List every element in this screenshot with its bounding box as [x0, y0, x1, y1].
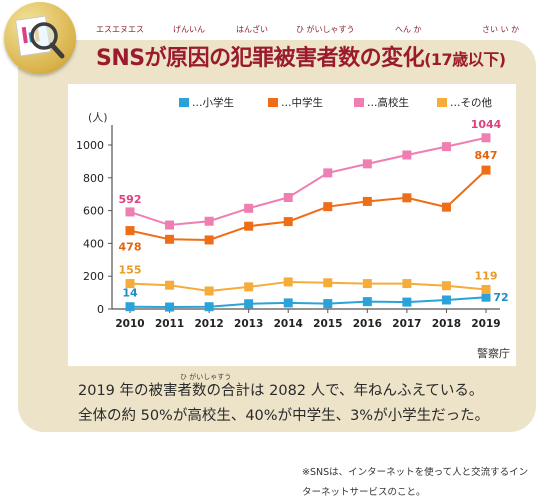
data-point-elementary [481, 292, 491, 302]
data-point-high_school [441, 142, 451, 152]
data-label-elementary: 14 [122, 287, 138, 300]
data-point-other [204, 286, 214, 296]
y-axis-label: (人) [88, 111, 108, 124]
x-tick-label: 2013 [234, 318, 263, 330]
x-tick-label: 2017 [392, 318, 421, 330]
data-label-high_school: 592 [119, 193, 142, 206]
title-sub: (17歳以下) [424, 50, 506, 69]
x-tick-label: 2011 [155, 318, 184, 330]
page-title: SNSが原因の犯罪被害者数の変化(17歳以下) [96, 40, 506, 72]
x-tick-label: 2015 [313, 318, 342, 330]
data-point-high_school [323, 168, 333, 178]
data-label-other: 155 [119, 264, 142, 277]
data-point-other [125, 279, 135, 289]
ruby-genin: げんいん [173, 25, 205, 34]
data-point-elementary [283, 298, 293, 308]
data-point-other [165, 280, 175, 290]
title-main: SNSが原因の犯罪被害者数の変化 [96, 46, 425, 71]
series-line-other [129, 280, 487, 292]
data-point-other [441, 281, 451, 291]
x-tick-label: 2018 [432, 318, 461, 330]
data-point-junior_high [402, 193, 412, 203]
data-point-other [481, 284, 491, 294]
y-tick-label: 600 [83, 205, 104, 218]
x-tick-label: 2012 [194, 318, 223, 330]
legend-marker-high_school [354, 98, 364, 107]
legend-label-other: …その他 [450, 96, 492, 109]
data-point-junior_high [283, 217, 293, 227]
data-point-elementary [204, 302, 214, 312]
x-tick-label: 2014 [274, 318, 303, 330]
data-point-high_school [165, 220, 175, 230]
ruby-sai: さい い か [482, 25, 520, 34]
series-line-junior_high [129, 169, 487, 241]
x-tick-label: 2016 [353, 318, 382, 330]
data-label-elementary: 72 [493, 291, 508, 304]
y-tick-label: 400 [83, 237, 104, 250]
legend-marker-elementary [179, 98, 189, 107]
x-tick-label: 2019 [471, 318, 500, 330]
source-label: 警察庁 [477, 347, 510, 360]
data-point-high_school [283, 192, 293, 202]
series-line-elementary [129, 296, 487, 309]
ruby-hanzai: はんざい [236, 25, 268, 34]
data-point-elementary [125, 302, 135, 312]
data-point-junior_high [323, 202, 333, 212]
description-line-2: 全体の約 50%が高校生、40%が中学生、3%が小学生だった。 [78, 408, 490, 424]
data-point-high_school [362, 159, 372, 169]
legend-marker-junior_high [268, 98, 278, 107]
legend-marker-other [437, 98, 447, 107]
data-point-high_school [244, 203, 254, 213]
data-point-junior_high [244, 221, 254, 231]
description-ruby: ひ がいしゃすう [180, 373, 232, 381]
ruby-higaisha: ひ がいしゃすう [296, 25, 355, 34]
data-point-other [402, 279, 412, 289]
data-point-other [362, 279, 372, 289]
data-point-high_school [481, 133, 491, 143]
data-label-high_school: 1044 [471, 118, 502, 131]
data-point-elementary [362, 297, 372, 307]
data-point-other [244, 282, 254, 292]
data-point-high_school [125, 207, 135, 217]
data-label-junior_high: 847 [475, 149, 498, 162]
data-label-junior_high: 478 [119, 241, 142, 254]
data-point-junior_high [481, 165, 491, 175]
data-point-junior_high [125, 226, 135, 236]
legend-label-elementary: …小学生 [192, 96, 234, 109]
data-point-high_school [204, 216, 214, 226]
data-label-other: 119 [475, 269, 498, 282]
ruby-henka: へん か [395, 25, 422, 34]
data-point-elementary [165, 302, 175, 312]
data-point-elementary [402, 297, 412, 307]
data-point-junior_high [165, 234, 175, 244]
y-tick-label: 800 [83, 172, 104, 185]
note-line-2: ターネットサービスのこと。 [302, 487, 426, 498]
data-point-junior_high [441, 202, 451, 212]
description-line-1: 2019 年の被害者数の合計は 2082 人で、年ねんふえている。 [78, 383, 484, 399]
y-tick-label: 0 [97, 303, 104, 316]
note-line-1: ※SNSは、インターネットを使って人と交流するイン [302, 467, 529, 478]
data-point-junior_high [362, 196, 372, 206]
magnifier-chart-icon [4, 2, 76, 74]
data-point-high_school [402, 150, 412, 160]
ruby-sns: エスエヌエス [96, 25, 144, 34]
data-point-junior_high [204, 235, 214, 245]
series-line-high_school [129, 136, 487, 227]
data-point-other [283, 277, 293, 287]
data-point-elementary [441, 295, 451, 305]
legend-label-junior_high: …中学生 [281, 96, 323, 109]
data-point-elementary [323, 299, 333, 309]
y-tick-label: 1000 [76, 139, 104, 152]
x-tick-label: 2010 [115, 318, 144, 330]
data-point-other [323, 278, 333, 288]
data-point-elementary [244, 299, 254, 309]
legend-label-high_school: …高校生 [367, 96, 409, 109]
y-tick-label: 200 [83, 270, 104, 283]
